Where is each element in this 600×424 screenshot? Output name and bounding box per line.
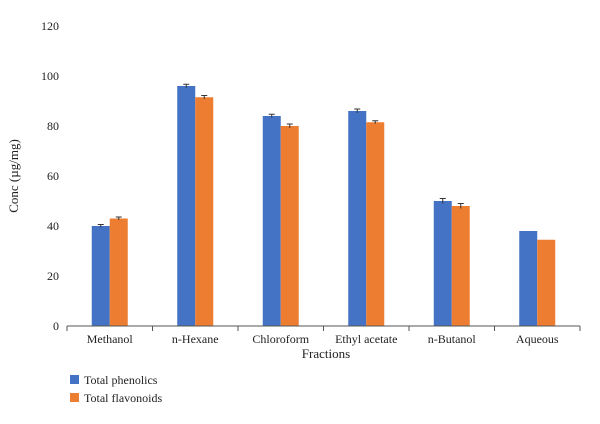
bar-total-phenolics-aqueous	[519, 231, 538, 326]
x-tick-label-n-butanol: n-Butanol	[428, 332, 477, 346]
bar-total-flavonoids-n-butanol	[451, 206, 470, 326]
y-tick-label-20: 20	[47, 269, 59, 283]
legend: Total phenolics Total flavonoids	[70, 373, 162, 405]
x-tick-label-chloroform: Chloroform	[252, 332, 309, 346]
error-bar-total-phenolics-n-butanol	[439, 198, 446, 204]
error-bar-total-flavonoids-ethyl-acetate	[372, 120, 379, 124]
y-tick-label-120: 120	[41, 19, 59, 33]
y-tick-label-80: 80	[47, 119, 59, 133]
legend-label-total-flavonoids: Total flavonoids	[84, 391, 162, 405]
y-axis-title: Conc (µg/mg)	[6, 139, 21, 213]
x-tick-label-n-hexane: n-Hexane	[172, 332, 219, 346]
bar-total-flavonoids-methanol	[109, 218, 128, 326]
y-tick-label-0: 0	[53, 319, 59, 333]
legend-label-total-phenolics: Total phenolics	[84, 373, 158, 387]
legend-swatch-total-phenolics	[70, 375, 79, 384]
y-tick-label-60: 60	[47, 169, 59, 183]
error-bar-total-flavonoids-methanol	[115, 216, 122, 220]
error-bar-total-phenolics-chloroform	[268, 113, 275, 118]
x-axis-title: Fractions	[302, 346, 350, 361]
bar-total-phenolics-methanol	[91, 226, 110, 326]
error-bar-total-phenolics-n-hexane	[183, 83, 190, 88]
x-tick-label-methanol: Methanol	[87, 332, 134, 346]
bar-total-flavonoids-ethyl-acetate	[366, 122, 385, 326]
error-bar-total-flavonoids-n-hexane	[201, 95, 208, 99]
bar-total-flavonoids-n-hexane	[195, 97, 214, 326]
x-tick-label-ethyl-acetate: Ethyl acetate	[335, 332, 397, 346]
x-tick-label-aqueous: Aqueous	[516, 332, 559, 346]
error-bar-total-phenolics-methanol	[97, 224, 104, 228]
bar-total-phenolics-n-hexane	[177, 86, 196, 326]
y-tick-label-40: 40	[47, 219, 59, 233]
bar-total-phenolics-ethyl-acetate	[348, 111, 367, 326]
y-tick-label-100: 100	[41, 69, 59, 83]
bar-total-phenolics-chloroform	[262, 116, 281, 326]
tick-labels-layer: Methanol n-Hexane Chloroform Ethyl acetate n…	[41, 19, 559, 346]
error-bar-total-phenolics-ethyl-acetate	[354, 108, 361, 113]
axes-layer	[66, 325, 581, 331]
bar-total-flavonoids-chloroform	[280, 126, 299, 326]
error-bar-total-flavonoids-chloroform	[286, 123, 293, 128]
legend-swatch-total-flavonoids	[70, 393, 79, 402]
bar-total-phenolics-n-butanol	[433, 201, 452, 326]
error-bar-total-flavonoids-n-butanol	[457, 203, 464, 209]
bar-total-flavonoids-aqueous	[537, 239, 556, 326]
bars-layer	[91, 86, 556, 326]
error-bars-layer	[97, 83, 464, 228]
